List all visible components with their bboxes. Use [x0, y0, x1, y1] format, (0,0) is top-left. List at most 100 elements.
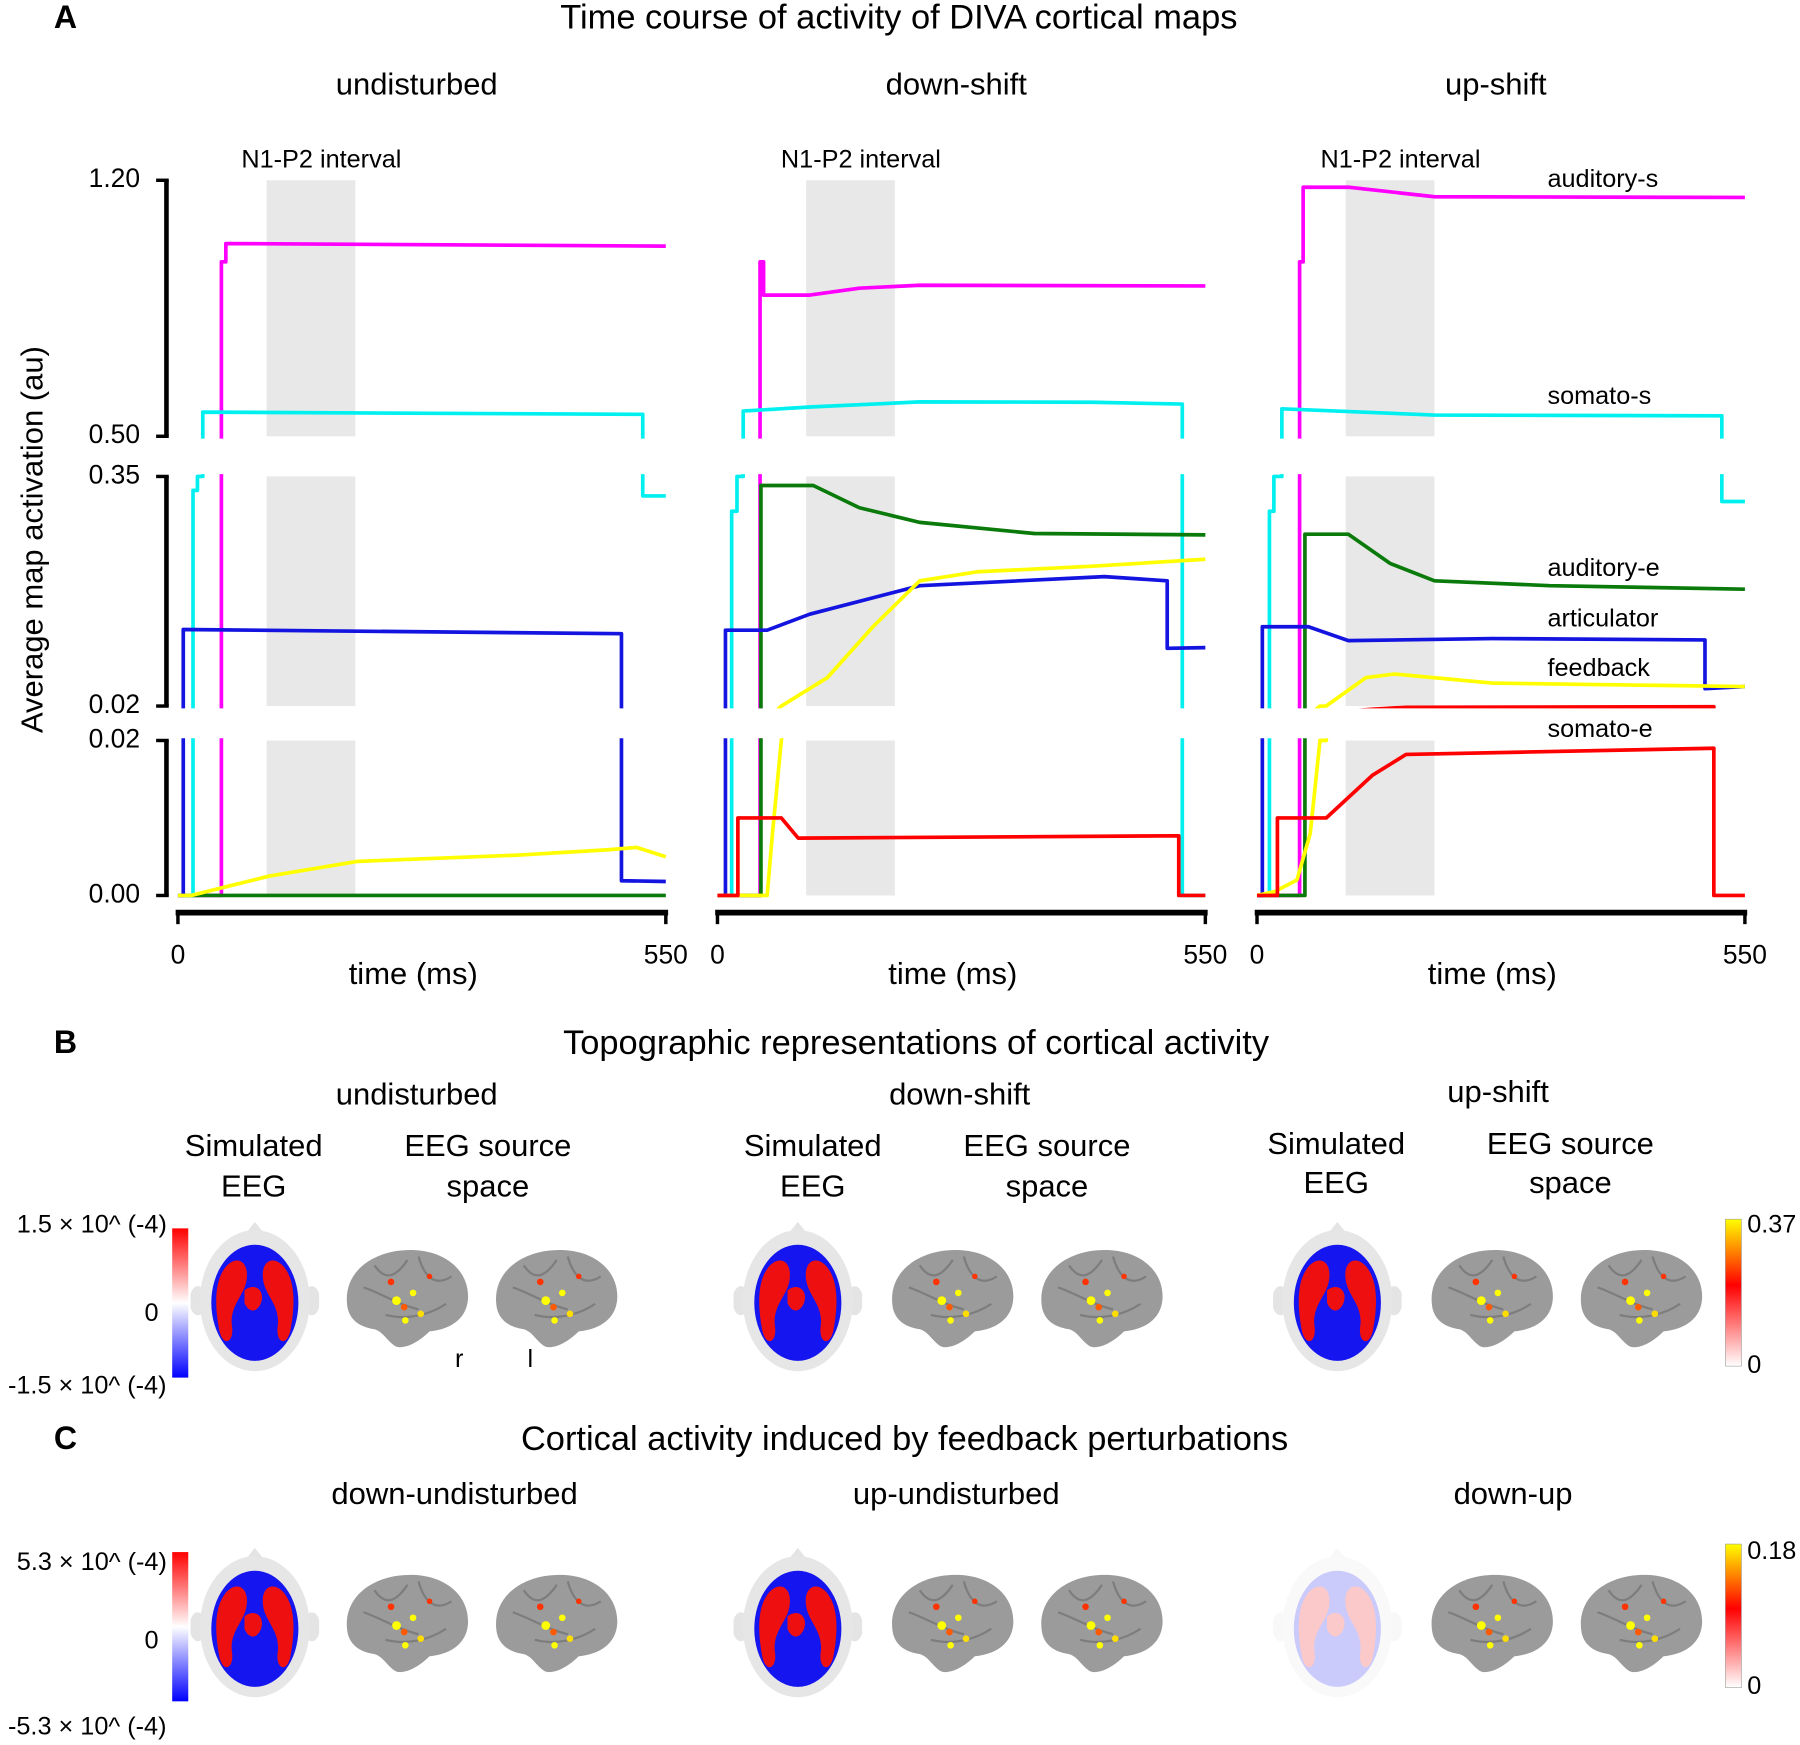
panel-label: A: [54, 0, 77, 35]
series-line: [717, 615, 1205, 619]
series-line: [1257, 746, 1745, 898]
colorbar-label: 0: [1747, 1351, 1761, 1379]
column-header: EEG: [1304, 1165, 1369, 1200]
shade: [1345, 180, 1435, 437]
panel-title: Topographic representations of cortical …: [563, 1024, 1270, 1062]
x-tick-label: 0: [1250, 939, 1265, 969]
series-line: [1314, 672, 1745, 709]
series-line: [1257, 738, 1265, 898]
series-line: [1267, 474, 1745, 709]
series-line: [178, 572, 666, 620]
x-tick-label: 550: [1723, 939, 1767, 969]
column-header: space: [1529, 1165, 1612, 1200]
x-tick-label: 550: [1183, 939, 1227, 969]
series-line: [717, 816, 1206, 898]
column-header: Simulated: [185, 1128, 323, 1163]
series-line: [1297, 474, 1302, 709]
legend-entry: feedback: [1547, 654, 1650, 682]
column-header: EEG source: [963, 1128, 1130, 1163]
brain-right: [1430, 1248, 1555, 1349]
series-line: [758, 474, 762, 709]
shade: [266, 740, 356, 896]
series-line: [723, 574, 1206, 709]
shade-label: N1-P2 interval: [241, 145, 401, 173]
shade: [266, 180, 356, 437]
line-chart: undisturbed N1-P2 interval 0 550 time (ms): [171, 66, 688, 991]
column-header: Simulated: [1267, 1126, 1405, 1161]
condition-title: down-undisturbed: [331, 1476, 577, 1511]
x-axis-label: time (ms): [1428, 956, 1557, 991]
panel-label: B: [54, 1024, 77, 1060]
series-line: [729, 474, 1185, 709]
brain-left: [1040, 1248, 1164, 1349]
column-header: space: [447, 1168, 530, 1203]
panel-c: C Cortical activity induced by feedback …: [8, 1420, 1796, 1741]
brain-left: [494, 1573, 619, 1674]
line-chart: up-shift N1-P2 interval 0 550 time (ms) audit…: [1250, 66, 1767, 991]
series-line: [717, 544, 1205, 619]
colorbar-label: 5.3 × 10^ (-4): [17, 1548, 167, 1576]
y-tick-label: 0.00: [89, 878, 140, 908]
shade: [806, 180, 895, 437]
series-line: [717, 738, 728, 898]
segment: [717, 259, 1206, 619]
colorbar-label: 0.37: [1747, 1211, 1796, 1239]
series-line: [177, 738, 195, 898]
colorbar-label: 0: [145, 1626, 159, 1654]
segment: [178, 241, 666, 620]
eeg-colorbar: [172, 1228, 189, 1378]
segment: [717, 474, 1206, 720]
series-line: [177, 738, 224, 898]
chart-subtitle: up-shift: [1445, 66, 1547, 101]
source-colorbar: [1725, 1218, 1742, 1367]
segment: [1256, 738, 1745, 898]
condition-title: down-shift: [889, 1077, 1031, 1112]
x-axis-label: time (ms): [349, 956, 478, 991]
series-line: [1297, 185, 1745, 439]
brain-right: [890, 1248, 1015, 1349]
y-tick-label: 0.50: [89, 419, 140, 449]
series-line: [717, 713, 1205, 720]
y-axis-label: Average map activation (au): [15, 346, 50, 733]
scalp-map: [733, 1547, 863, 1698]
shade-label: N1-P2 interval: [1320, 145, 1480, 173]
column-header: EEG source: [404, 1128, 571, 1163]
brain-left: [494, 1248, 619, 1349]
colorbar-label: 0.18: [1747, 1537, 1796, 1565]
charts: 0.50 1.20 0.02 0.35 0.00 0.02 undisturbed N1-P2…: [89, 66, 1767, 991]
chart-subtitle: down-shift: [886, 66, 1028, 101]
brain-right: [345, 1573, 470, 1674]
series-line: [178, 716, 666, 720]
conditions: undisturbed Simulated EEG EEG source space do…: [185, 1074, 1704, 1372]
series-line: [1360, 704, 1716, 709]
legend-entry: auditory-s: [1547, 165, 1658, 193]
series-line: [759, 483, 1206, 709]
series-line: [1303, 532, 1745, 709]
scalp-map: [190, 1221, 320, 1372]
scalp-map: [190, 1547, 320, 1698]
y-tick-label: 0.35: [89, 459, 140, 489]
panel-title: Time course of activity of DIVA cortical…: [560, 0, 1237, 37]
condition-title: undisturbed: [336, 1077, 498, 1112]
segment: [177, 738, 667, 898]
segment: [1257, 185, 1745, 619]
scalp-map: [1273, 1221, 1402, 1372]
series-line: [200, 410, 645, 439]
y-tick-label: 1.20: [89, 163, 140, 193]
brain-left: [1579, 1248, 1704, 1349]
column-header: EEG: [221, 1168, 286, 1203]
series-line: [219, 241, 666, 439]
segment: [717, 738, 1206, 898]
series-line: [717, 738, 784, 898]
column-header: space: [1006, 1168, 1089, 1203]
hemisphere-label: l: [528, 1345, 534, 1373]
series-line: [1257, 612, 1745, 619]
colorbar-label: 0: [1747, 1672, 1761, 1700]
colorbar-label: 0: [145, 1299, 159, 1327]
colorbar-label: 1.5 × 10^ (-4): [17, 1211, 167, 1239]
x-axis-label: time (ms): [888, 956, 1017, 991]
series-line: [1257, 595, 1745, 619]
legend-entry: auditory-e: [1547, 554, 1659, 582]
series-line: [1257, 738, 1307, 898]
series-line: [1257, 738, 1272, 898]
